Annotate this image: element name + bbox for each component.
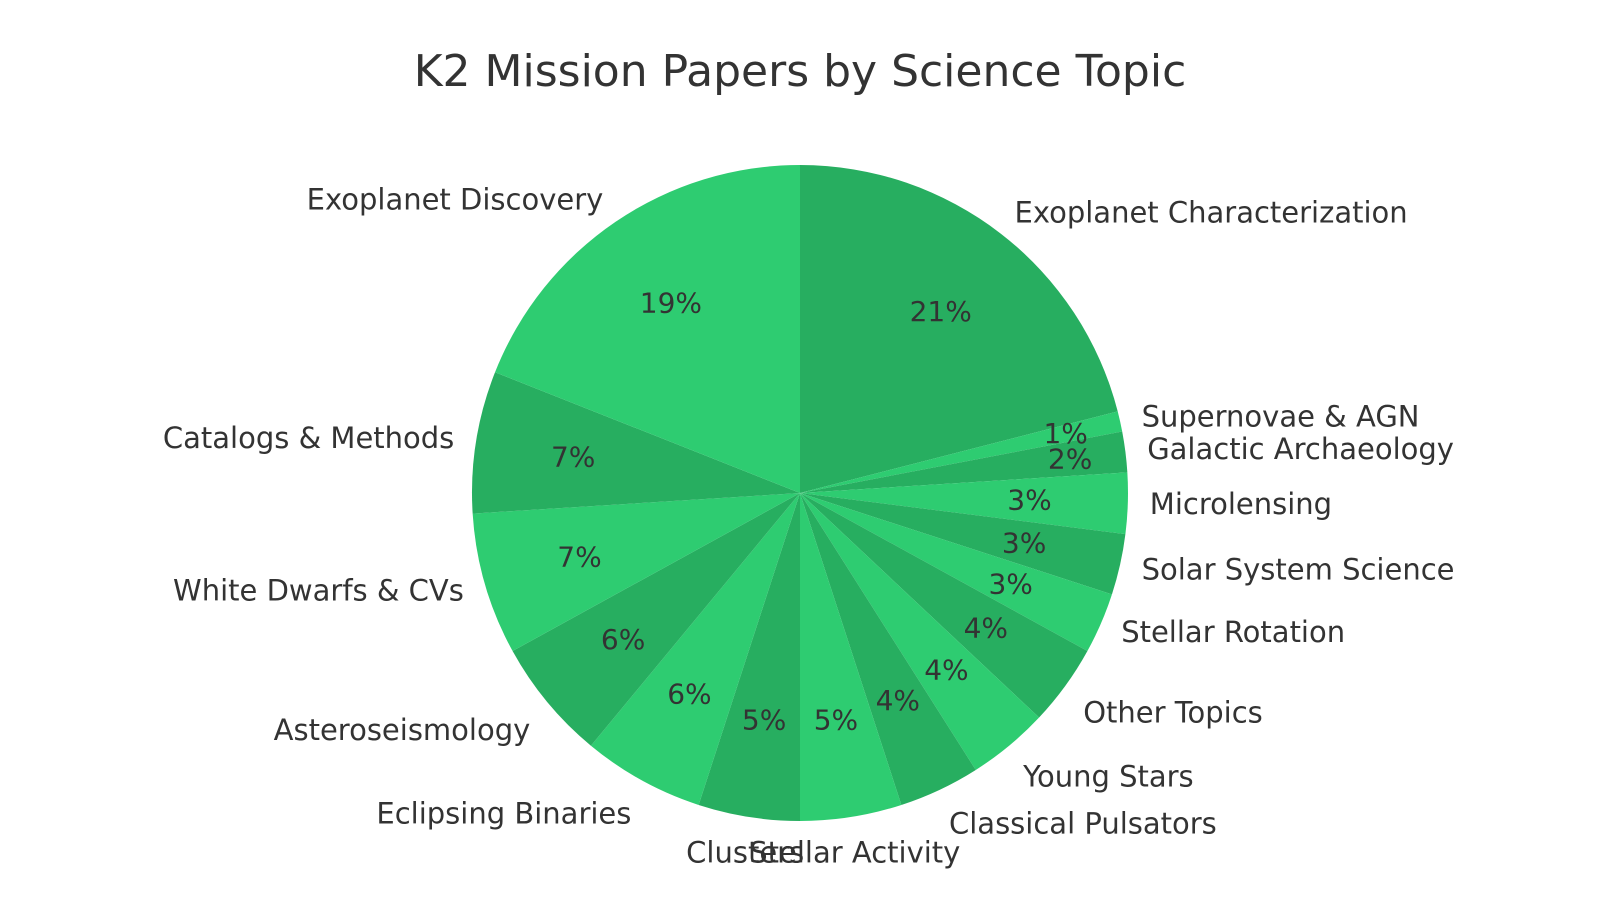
slice-label-young-stars: Young Stars bbox=[1022, 760, 1194, 794]
percent-label-galactic-archaeology: 2% bbox=[1048, 442, 1092, 475]
slice-label-solar-system-science: Solar System Science bbox=[1142, 552, 1455, 586]
percent-label-supernovae-and-agn: 1% bbox=[1043, 417, 1087, 450]
percent-label-stellar-rotation: 3% bbox=[988, 568, 1032, 601]
pie-slice-stellar-activity bbox=[800, 493, 902, 821]
pie-slice-other-topics bbox=[800, 493, 1088, 718]
pie-slice-exoplanet-characterization bbox=[800, 165, 1118, 493]
percent-label-clusters: 5% bbox=[742, 703, 786, 736]
percent-label-stellar-activity: 5% bbox=[814, 703, 858, 736]
slice-label-supernovae-and-agn: Supernovae & AGN bbox=[1142, 400, 1420, 434]
pie-slices bbox=[472, 165, 1128, 821]
slice-label-microlensing: Microlensing bbox=[1150, 487, 1332, 521]
chart-title: K2 Mission Papers by Science Topic bbox=[414, 46, 1187, 97]
percent-label-white-dwarfs-and-cvs: 7% bbox=[557, 541, 601, 574]
slice-label-exoplanet-discovery: Exoplanet Discovery bbox=[307, 183, 604, 217]
percent-labels: 21%1%2%3%3%3%4%4%4%5%5%6%6%7%7%19% bbox=[551, 287, 1092, 737]
slice-labels: Exoplanet Characterization Supernovae & A… bbox=[163, 183, 1455, 870]
pie-slice-stellar-rotation bbox=[800, 493, 1112, 652]
slice-label-other-topics: Other Topics bbox=[1083, 696, 1263, 730]
pie-slice-microlensing bbox=[800, 472, 1128, 535]
pie-slice-solar-system-science bbox=[800, 493, 1126, 595]
percent-label-exoplanet-discovery: 19% bbox=[640, 287, 702, 320]
slice-label-eclipsing-binaries: Eclipsing Binaries bbox=[376, 797, 631, 831]
slice-label-stellar-rotation: Stellar Rotation bbox=[1121, 615, 1345, 649]
slice-label-classical-pulsators: Classical Pulsators bbox=[949, 807, 1217, 841]
pie-slice-clusters bbox=[698, 493, 800, 821]
percent-label-asteroseismology: 6% bbox=[601, 623, 645, 656]
percent-label-young-stars: 4% bbox=[924, 653, 968, 686]
percent-label-eclipsing-binaries: 6% bbox=[667, 678, 711, 711]
slice-label-stellar-activity: Stellar Activity bbox=[749, 836, 960, 870]
percent-label-catalogs-and-methods: 7% bbox=[551, 441, 595, 474]
percent-label-exoplanet-characterization: 21% bbox=[910, 295, 972, 328]
pie-slice-classical-pulsators bbox=[800, 493, 976, 805]
percent-label-classical-pulsators: 4% bbox=[876, 684, 920, 717]
percent-label-other-topics: 4% bbox=[964, 612, 1008, 645]
slice-label-galactic-archaeology: Galactic Archaeology bbox=[1147, 432, 1454, 466]
slice-label-clusters: Clusters bbox=[686, 836, 804, 870]
slice-label-white-dwarfs-and-cvs: White Dwarfs & CVs bbox=[173, 574, 464, 608]
pie-slice-exoplanet-discovery bbox=[495, 165, 800, 493]
pie-slice-eclipsing-binaries bbox=[590, 493, 800, 805]
pie-slice-supernovae-and-agn bbox=[800, 411, 1123, 493]
slice-label-catalogs-and-methods: Catalogs & Methods bbox=[163, 421, 454, 455]
pie-slice-galactic-archaeology bbox=[800, 431, 1128, 493]
pie-slice-asteroseismology bbox=[512, 493, 800, 746]
percent-label-solar-system-science: 3% bbox=[1002, 527, 1046, 560]
slice-label-exoplanet-characterization: Exoplanet Characterization bbox=[1015, 195, 1408, 229]
pie-slice-young-stars bbox=[800, 493, 1040, 770]
pie-slice-white-dwarfs-and-cvs bbox=[472, 493, 800, 652]
pie-slice-catalogs-and-methods bbox=[472, 372, 800, 514]
slice-label-asteroseismology: Asteroseismology bbox=[274, 713, 531, 747]
percent-label-microlensing: 3% bbox=[1007, 484, 1051, 517]
